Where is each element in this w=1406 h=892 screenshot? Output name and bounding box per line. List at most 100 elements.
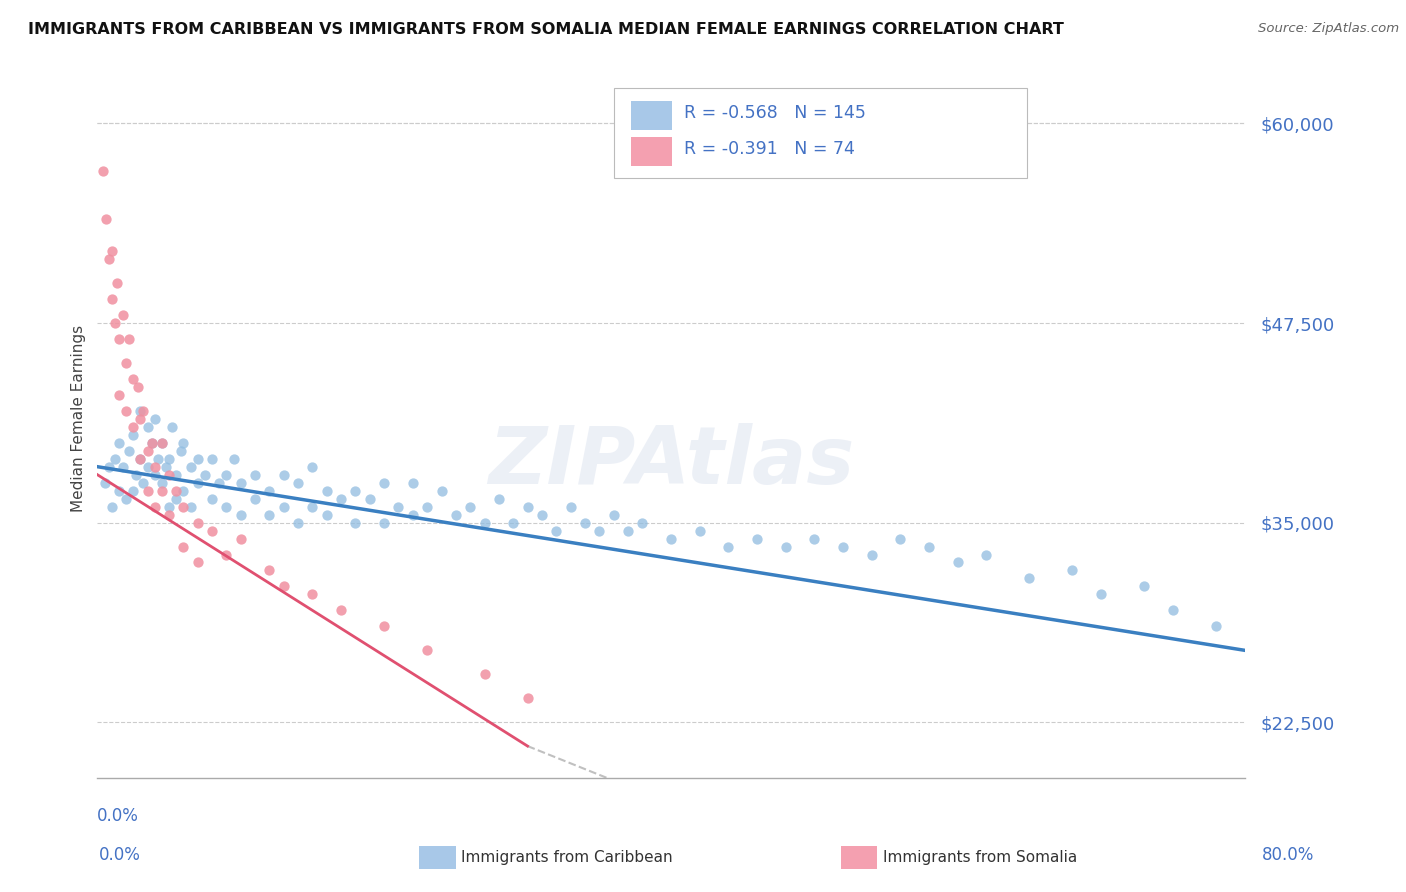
Point — [165, 491, 187, 506]
Point — [474, 516, 496, 530]
Point — [430, 483, 453, 498]
Point — [502, 516, 524, 530]
Point — [122, 419, 145, 434]
Point — [94, 212, 117, 227]
Point — [129, 451, 152, 466]
Point — [172, 500, 194, 514]
Point — [129, 404, 152, 418]
Point — [229, 508, 252, 522]
Point — [160, 419, 183, 434]
Point — [530, 508, 553, 522]
Text: ZIPAtlas: ZIPAtlas — [488, 423, 853, 501]
Point — [150, 435, 173, 450]
Point — [243, 491, 266, 506]
Point — [222, 451, 245, 466]
Point — [516, 691, 538, 706]
Point — [301, 459, 323, 474]
Point — [136, 483, 159, 498]
Point — [115, 404, 138, 418]
Point — [155, 459, 177, 474]
Point — [273, 467, 295, 482]
Point — [215, 467, 238, 482]
Point — [129, 412, 152, 426]
Point — [458, 500, 481, 514]
Point — [143, 500, 166, 514]
Point — [273, 579, 295, 593]
Point — [157, 451, 180, 466]
Point — [273, 500, 295, 514]
Point — [287, 475, 309, 490]
Point — [172, 435, 194, 450]
Point — [516, 500, 538, 514]
Point — [387, 500, 409, 514]
Point — [474, 667, 496, 681]
Point — [229, 475, 252, 490]
Point — [315, 508, 337, 522]
Point — [201, 451, 224, 466]
Point — [93, 475, 115, 490]
Point — [103, 316, 125, 330]
Point — [100, 292, 122, 306]
Point — [373, 475, 395, 490]
Point — [330, 603, 353, 617]
Point — [889, 532, 911, 546]
Point — [100, 500, 122, 514]
Text: 80.0%: 80.0% — [1263, 846, 1315, 863]
Point — [107, 276, 129, 290]
Point — [127, 380, 149, 394]
Point — [118, 443, 141, 458]
Point — [402, 475, 425, 490]
Point — [129, 451, 152, 466]
Point — [1205, 619, 1227, 633]
Point — [150, 475, 173, 490]
Point — [108, 388, 131, 402]
Point — [172, 540, 194, 554]
Point — [180, 500, 202, 514]
Point — [112, 308, 135, 322]
Y-axis label: Median Female Earnings: Median Female Earnings — [72, 326, 86, 512]
Point — [201, 524, 224, 538]
Point — [91, 164, 114, 178]
Point — [141, 435, 163, 450]
Point — [546, 524, 568, 538]
Point — [136, 443, 159, 458]
Point — [112, 459, 135, 474]
Point — [157, 467, 180, 482]
Text: IMMIGRANTS FROM CARIBBEAN VS IMMIGRANTS FROM SOMALIA MEDIAN FEMALE EARNINGS CORR: IMMIGRANTS FROM CARIBBEAN VS IMMIGRANTS … — [28, 22, 1064, 37]
Point — [122, 483, 145, 498]
Text: 0.0%: 0.0% — [97, 806, 139, 825]
Point — [1018, 571, 1040, 585]
Point — [373, 619, 395, 633]
Point — [359, 491, 381, 506]
Point — [100, 244, 122, 259]
Point — [132, 475, 155, 490]
Point — [588, 524, 610, 538]
Point — [118, 332, 141, 346]
Point — [108, 483, 131, 498]
Point — [169, 443, 191, 458]
Point — [172, 483, 194, 498]
FancyBboxPatch shape — [631, 102, 672, 130]
Point — [143, 467, 166, 482]
Point — [122, 427, 145, 442]
Point — [243, 467, 266, 482]
Point — [187, 475, 209, 490]
Point — [832, 540, 855, 554]
Point — [201, 491, 224, 506]
Point — [157, 508, 180, 522]
Point — [560, 500, 582, 514]
Point — [108, 332, 131, 346]
Point — [150, 483, 173, 498]
Point — [1133, 579, 1156, 593]
Point — [918, 540, 941, 554]
Point — [97, 459, 120, 474]
Point — [860, 548, 883, 562]
Point — [402, 508, 425, 522]
Point — [631, 516, 654, 530]
Point — [1090, 587, 1112, 601]
Point — [165, 483, 187, 498]
Point — [141, 435, 163, 450]
Point — [215, 500, 238, 514]
Point — [143, 459, 166, 474]
Point — [165, 467, 187, 482]
